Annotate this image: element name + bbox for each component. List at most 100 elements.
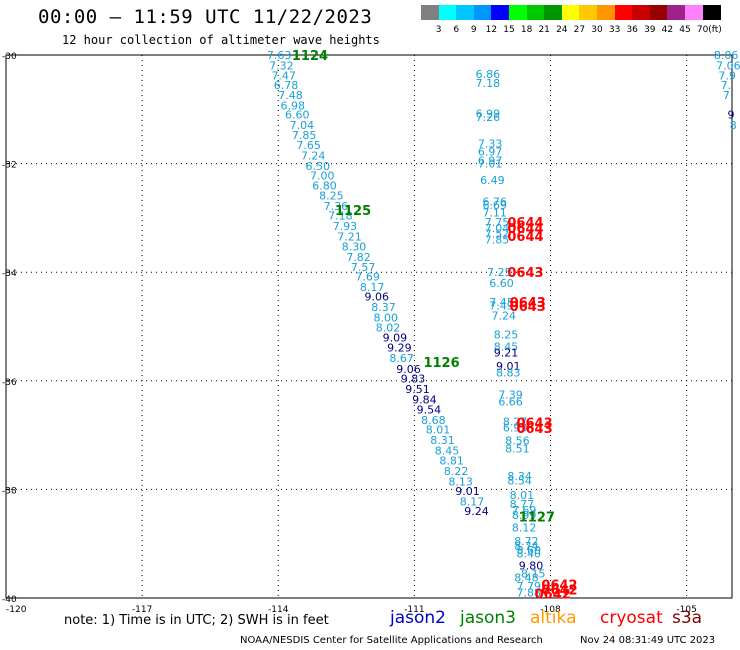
wave-height-value: 7.69 (512, 504, 537, 517)
legend-swatch (579, 5, 598, 20)
lat-tick-label: -40 (2, 595, 17, 605)
legend-swatch (456, 5, 475, 20)
wave-height-value: 8.22 (444, 465, 469, 478)
wave-height-value: 9.83 (401, 373, 426, 386)
wave-height-value: 9.21 (494, 347, 519, 360)
sat-label-s3a: s3a (672, 608, 703, 628)
map-grid (6, 54, 732, 599)
lat-tick-label: -38 (2, 486, 17, 496)
credit-text: NOAA/NESDIS Center for Satellite Applica… (240, 635, 543, 646)
wave-height-value: 8.54 (507, 475, 532, 488)
wave-height-value: 7.45 (489, 296, 514, 309)
lat-tick-label: -30 (2, 52, 17, 62)
wave-height-value: 9.09 (383, 331, 408, 344)
legend-swatch (509, 5, 527, 20)
pass-time-label: 0643 (516, 417, 552, 432)
wave-height-value: 8.45 (494, 341, 519, 354)
wave-height-value: 7.52 (485, 228, 510, 241)
pass-time-label: 1127 (519, 511, 555, 526)
wave-height-value: 8.68 (421, 414, 446, 427)
wave-height-value: 7.24 (492, 310, 517, 323)
pass-time-label: 1126 (423, 356, 459, 371)
map-title: 00:00 — 11:59 UTC 11/22/2023 (38, 6, 373, 28)
wave-height-value: 7.69 (355, 271, 380, 284)
wave-height-value: 9.01 (496, 360, 521, 373)
wave-height-value: 8.60 (516, 544, 541, 557)
pass-time-label: 0642 (541, 578, 577, 593)
lat-tick-label: -34 (2, 269, 17, 279)
wave-height-value: 7.82 (346, 251, 371, 264)
wave-height-value: 6.60 (489, 277, 514, 290)
legend-label: 9 (470, 25, 477, 35)
wave-height-value: 7.21 (337, 230, 362, 243)
wave-height-value: 7.48 (278, 89, 303, 102)
legend-label: 21 (538, 25, 550, 35)
lon-tick-label: -111 (404, 605, 424, 615)
legend-swatch (544, 5, 563, 20)
wave-height-value: 9.51 (405, 383, 430, 396)
axis-labels: -30 -32 -34 -36 -38 -40-120 -117 -114 -111 -108 -1… (2, 52, 697, 615)
map-subtitle: 12 hour collection of altimeter wave hei… (62, 33, 380, 47)
wave-height-value: 6.78 (274, 79, 299, 92)
wave-height-value: 8.45 (435, 444, 460, 457)
pass-time-label: 0643 (510, 300, 546, 315)
wave-height-value: 7.04 (485, 222, 510, 235)
wave-height-value: 8.48 (514, 571, 539, 584)
wave-height-value: 9.84 (412, 393, 437, 406)
legend-swatch (614, 5, 633, 20)
generated-timestamp: Nov 24 08:31:49 UTC 2023 (580, 635, 716, 646)
wave-height-value: 6.97 (478, 154, 503, 167)
legend-swatch (491, 5, 510, 20)
legend-label: 45 (679, 25, 691, 35)
wave-height-value: 9 (727, 109, 734, 122)
pass-time-label: 0644 (507, 230, 543, 245)
wave-height-value: 9.80 (519, 559, 544, 572)
legend-label: 42 (661, 25, 674, 35)
wave-height-value: 7.79 (516, 580, 541, 593)
wave-height-value: 9.06 (364, 291, 389, 304)
wave-height-value: 7.88 (516, 587, 541, 600)
wave-height-value: 8.27 (503, 416, 528, 429)
wave-height-value: 8.01 (510, 489, 534, 502)
legend-swatch (632, 5, 651, 20)
wave-height-value: 7.85 (485, 234, 510, 247)
wave-height-value: 6.80 (312, 179, 337, 192)
wave-height-value: 7.01 (478, 158, 503, 171)
wave-height-value: 7.18 (328, 210, 353, 223)
wave-height-value: 8.83 (496, 367, 521, 380)
wave-height-value: 8.40 (516, 547, 541, 560)
wave-height-value: 9.01 (455, 485, 480, 498)
sat-label-altika: altika (530, 608, 577, 628)
lon-tick-label: -120 (6, 605, 27, 615)
legend-label: 3 (435, 25, 442, 35)
legend-swatch (421, 5, 439, 20)
wave-height-value: 8.00 (374, 311, 399, 324)
wave-height-value: 8.67 (389, 352, 414, 365)
footer-note: note: 1) Time is in UTC; 2) SWH is in fe… (64, 613, 329, 628)
wave-height-value: 6.97 (478, 146, 503, 159)
wave-height-value: 8.02 (376, 322, 401, 335)
wave-height-value: 8.06 (714, 49, 739, 62)
lon-tick-label: -117 (132, 605, 152, 615)
wave-height-value: 8.51 (505, 443, 530, 456)
wave-height-value: 7.06 (716, 59, 740, 72)
wave-height-value: 8.99 (512, 509, 537, 522)
wave-height-value: 7.57 (351, 261, 376, 274)
legend-label: 70 (696, 25, 709, 35)
pass-time-label: 0643 (507, 266, 543, 281)
legend-swatch (473, 5, 492, 20)
pass-time-label: 0642 (535, 588, 571, 603)
legend-swatch (438, 5, 457, 20)
wave-height-value: 8.13 (448, 475, 473, 488)
wave-height-value: 8 (730, 119, 737, 132)
wave-height-value: 6.99 (476, 108, 501, 121)
legend-label: 30 (591, 25, 603, 35)
lon-tick-label: -114 (268, 605, 289, 615)
lon-tick-label: -105 (676, 605, 696, 615)
wave-height-value: 7.63 (267, 49, 292, 62)
sat-label-cryosat: cryosat (600, 608, 663, 628)
wave-height-value: 6.66 (498, 395, 522, 408)
lat-tick-label: -36 (2, 378, 17, 388)
wave-height-value: 7.11 (482, 206, 507, 219)
